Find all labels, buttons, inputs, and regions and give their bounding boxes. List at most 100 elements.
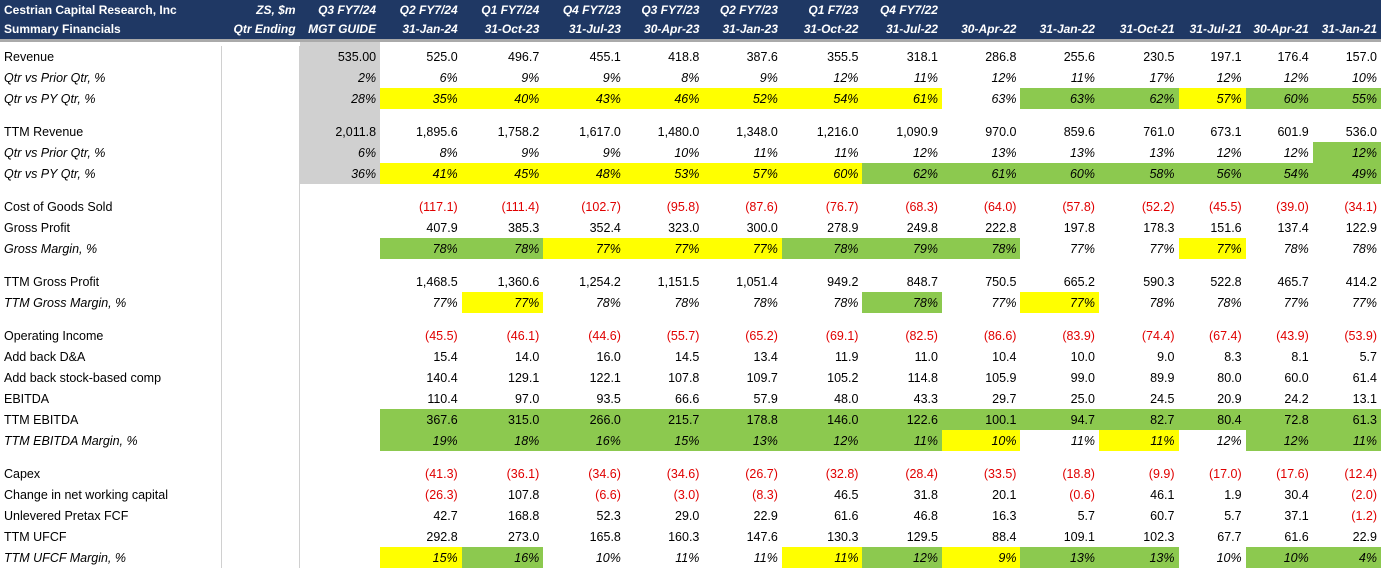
value-cell[interactable]: (6.6) bbox=[595, 487, 621, 502]
period-date[interactable]: 31-Jan-24 bbox=[380, 20, 462, 40]
value-cell[interactable]: (26.3) bbox=[425, 487, 458, 502]
value-cell[interactable] bbox=[300, 430, 381, 451]
period-label[interactable] bbox=[1178, 0, 1246, 20]
value-cell[interactable]: 102.3 bbox=[1143, 529, 1175, 544]
value-cell[interactable]: 10% bbox=[1351, 70, 1377, 85]
value-cell[interactable]: 10% bbox=[1216, 550, 1242, 565]
value-cell[interactable]: 46.5 bbox=[834, 487, 859, 502]
value-cell[interactable]: (69.1) bbox=[825, 328, 859, 343]
unit-cell[interactable] bbox=[220, 346, 301, 367]
value-cell[interactable]: 56% bbox=[1178, 163, 1246, 184]
row-label[interactable]: EBITDA bbox=[4, 391, 50, 406]
value-cell[interactable]: 168.8 bbox=[508, 508, 540, 523]
period-label[interactable]: Q3 FY7/24 bbox=[299, 0, 381, 20]
value-cell[interactable]: 8.3 bbox=[1224, 349, 1242, 364]
value-cell[interactable]: (3.0) bbox=[673, 487, 700, 502]
value-cell[interactable]: 16% bbox=[543, 430, 625, 451]
unit-cell[interactable] bbox=[220, 484, 301, 505]
value-cell[interactable] bbox=[300, 547, 381, 568]
value-cell[interactable]: 45% bbox=[461, 163, 544, 184]
value-cell[interactable]: 31.8 bbox=[913, 487, 938, 502]
value-cell[interactable]: (34.6) bbox=[666, 466, 700, 481]
value-cell[interactable]: 129.5 bbox=[906, 529, 938, 544]
row-label[interactable]: Cost of Goods Sold bbox=[4, 199, 113, 214]
value-cell[interactable]: 18% bbox=[461, 430, 544, 451]
value-cell[interactable]: 42.7 bbox=[433, 508, 458, 523]
value-cell[interactable]: 77% bbox=[432, 295, 458, 310]
value-cell[interactable]: 176.4 bbox=[1277, 49, 1309, 64]
value-cell[interactable]: 8.1 bbox=[1291, 349, 1309, 364]
value-cell[interactable]: (9.9) bbox=[1148, 466, 1175, 481]
value-cell[interactable]: (67.4) bbox=[1208, 328, 1242, 343]
row-label[interactable]: Add back D&A bbox=[4, 349, 86, 364]
value-cell[interactable]: 197.1 bbox=[1210, 49, 1242, 64]
value-cell[interactable] bbox=[300, 463, 381, 484]
value-cell[interactable]: 20.1 bbox=[992, 487, 1017, 502]
value-cell[interactable]: 848.7 bbox=[906, 274, 938, 289]
value-cell[interactable]: 43.3 bbox=[913, 391, 938, 406]
value-cell[interactable]: 105.9 bbox=[985, 370, 1017, 385]
value-cell[interactable]: 19% bbox=[380, 430, 462, 451]
value-cell[interactable]: 9% bbox=[941, 547, 1021, 568]
value-cell[interactable]: 367.6 bbox=[380, 409, 462, 430]
value-cell[interactable]: 465.7 bbox=[1277, 274, 1309, 289]
value-cell[interactable]: 1,254.2 bbox=[579, 274, 621, 289]
value-cell[interactable]: 1,758.2 bbox=[497, 124, 540, 139]
value-cell[interactable]: 97.0 bbox=[514, 391, 540, 406]
value-cell[interactable]: 385.3 bbox=[508, 220, 540, 235]
value-cell[interactable]: 178.8 bbox=[703, 409, 782, 430]
value-cell[interactable]: 29.0 bbox=[675, 508, 700, 523]
value-cell[interactable]: 12% bbox=[1245, 430, 1313, 451]
unit-cell[interactable] bbox=[220, 505, 301, 526]
value-cell[interactable]: 78% bbox=[595, 295, 621, 310]
value-cell[interactable]: 25.0 bbox=[1070, 391, 1095, 406]
value-cell[interactable]: 387.6 bbox=[746, 49, 778, 64]
value-cell[interactable]: 1.9 bbox=[1224, 487, 1242, 502]
value-cell[interactable]: (64.0) bbox=[983, 199, 1017, 214]
value-cell[interactable]: 61.3 bbox=[1312, 409, 1381, 430]
value-cell[interactable]: 37.1 bbox=[1284, 508, 1309, 523]
value-cell[interactable]: (2.0) bbox=[1351, 487, 1377, 502]
value-cell[interactable]: 8% bbox=[439, 145, 458, 160]
value-cell[interactable]: 535.00 bbox=[299, 46, 381, 67]
value-cell[interactable]: 78% bbox=[1216, 295, 1242, 310]
value-cell[interactable]: 22.9 bbox=[1352, 529, 1377, 544]
value-cell[interactable]: 78% bbox=[380, 238, 462, 259]
value-cell[interactable]: 60% bbox=[1020, 163, 1099, 184]
period-label[interactable] bbox=[1020, 0, 1099, 20]
unit-cell[interactable] bbox=[220, 526, 301, 547]
value-cell[interactable]: 9% bbox=[602, 145, 621, 160]
value-cell[interactable]: 41% bbox=[380, 163, 462, 184]
value-cell[interactable]: (1.2) bbox=[1351, 508, 1377, 523]
value-cell[interactable]: 1,348.0 bbox=[736, 124, 778, 139]
value-cell[interactable]: 66.6 bbox=[675, 391, 700, 406]
value-cell[interactable]: 49% bbox=[1312, 163, 1381, 184]
row-label[interactable]: Qtr vs PY Qtr, % bbox=[4, 166, 96, 181]
value-cell[interactable]: 16.3 bbox=[992, 508, 1017, 523]
value-cell[interactable]: 107.8 bbox=[508, 487, 540, 502]
value-cell[interactable]: 11% bbox=[1098, 430, 1179, 451]
value-cell[interactable]: 60.7 bbox=[1150, 508, 1175, 523]
row-label[interactable]: Gross Profit bbox=[4, 220, 70, 235]
period-date[interactable]: MGT GUIDE bbox=[299, 20, 381, 40]
period-date[interactable]: 30-Apr-22 bbox=[941, 20, 1021, 40]
value-cell[interactable]: (45.5) bbox=[425, 328, 458, 343]
value-cell[interactable]: 13.1 bbox=[1352, 391, 1377, 406]
value-cell[interactable]: (17.0) bbox=[1208, 466, 1242, 481]
value-cell[interactable]: 54% bbox=[781, 88, 863, 109]
period-date[interactable]: 31-Oct-23 bbox=[461, 20, 544, 40]
value-cell[interactable]: 46.8 bbox=[913, 508, 938, 523]
value-cell[interactable] bbox=[300, 367, 381, 388]
value-cell[interactable]: 78% bbox=[1149, 295, 1175, 310]
value-cell[interactable]: 40% bbox=[461, 88, 544, 109]
value-cell[interactable]: 35% bbox=[380, 88, 462, 109]
value-cell[interactable]: 12% bbox=[1312, 142, 1381, 163]
value-cell[interactable]: 63% bbox=[1020, 88, 1099, 109]
value-cell[interactable]: 292.8 bbox=[426, 529, 458, 544]
value-cell[interactable]: (55.7) bbox=[666, 328, 700, 343]
period-date[interactable]: 31-Jan-23 bbox=[703, 20, 782, 40]
value-cell[interactable]: 15% bbox=[624, 430, 704, 451]
value-cell[interactable]: 12% bbox=[1216, 433, 1242, 448]
value-cell[interactable]: 60% bbox=[1245, 88, 1313, 109]
unit-cell[interactable] bbox=[220, 217, 301, 238]
